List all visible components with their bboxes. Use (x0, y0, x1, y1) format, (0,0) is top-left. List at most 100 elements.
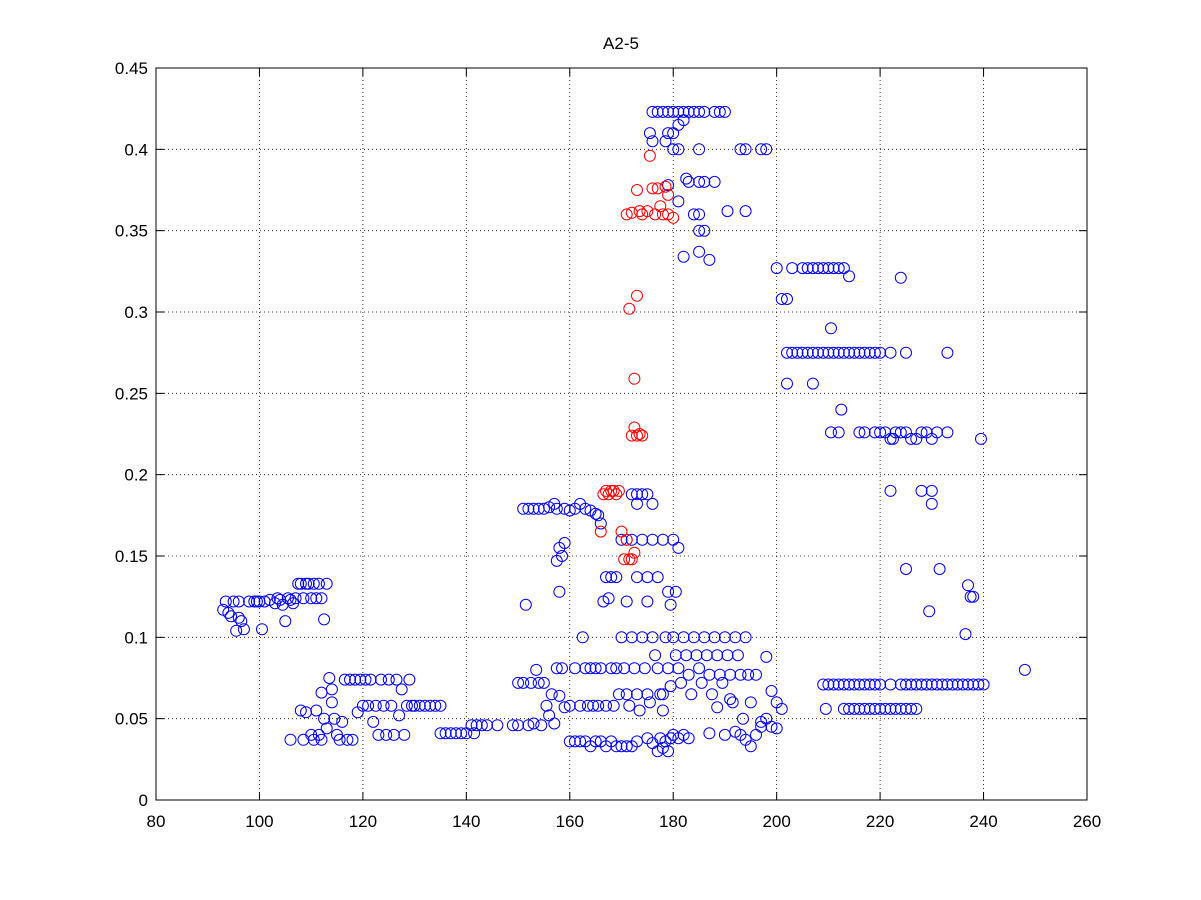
blue-data-point (887, 432, 899, 445)
red-data-point (659, 180, 672, 193)
red-data-point (631, 184, 643, 196)
blue-data-point (662, 105, 675, 118)
x-axis-tick-labels: 80 100 120 140 160 180 200 220 240 260 (147, 812, 1102, 831)
blue-data-point (672, 541, 685, 554)
blue-data-point (300, 577, 312, 590)
blue-data-point (889, 702, 902, 715)
blue-data-point (812, 346, 824, 359)
blue-data-point (884, 678, 897, 691)
blue-data-point (662, 745, 675, 758)
blue-data-point (693, 143, 706, 156)
blue-data-point (698, 631, 711, 644)
blue-data-point (468, 727, 481, 740)
blue-data-point (222, 606, 235, 619)
blue-data-point (612, 688, 625, 701)
blue-data-point (910, 678, 923, 691)
blue-data-point (584, 662, 597, 675)
blue-data-point (858, 678, 871, 691)
blue-data-point (812, 262, 824, 275)
blue-data-point (656, 704, 669, 717)
blue-data-point (522, 719, 535, 732)
blue-data-point (868, 346, 881, 359)
blue-data-point (825, 426, 837, 439)
blue-data-point (925, 484, 938, 497)
blue-data-point (530, 663, 543, 676)
x-tick-label: 80 (147, 812, 166, 831)
blue-data-point (302, 577, 315, 590)
blue-data-point (843, 678, 856, 691)
x-tick-label: 260 (1073, 812, 1101, 831)
blue-data-point (328, 712, 341, 725)
blue-data-point (690, 649, 703, 662)
blue-data-point (791, 346, 804, 359)
blue-data-point (672, 143, 685, 156)
blue-data-point (905, 678, 918, 691)
blue-data-point (760, 712, 773, 725)
blue-data-point (718, 105, 731, 118)
blue-data-point (243, 595, 256, 608)
blue-data-point (615, 533, 628, 546)
blue-data-point (853, 346, 866, 359)
blue-data-point (693, 175, 706, 188)
blue-data-point (708, 105, 721, 118)
blue-data-point (646, 105, 659, 118)
blue-data-point (382, 673, 395, 686)
blue-data-point (843, 702, 856, 715)
blue-data-point (755, 143, 768, 156)
blue-data-point (718, 631, 731, 644)
blue-data-point (843, 346, 856, 359)
blue-data-point (667, 105, 680, 118)
blue-data-point (312, 577, 325, 590)
blue-data-point (662, 585, 675, 598)
blue-data-point (672, 195, 685, 208)
blue-data-point (801, 262, 814, 275)
blue-data-point (318, 613, 331, 626)
blue-data-point (519, 598, 532, 611)
blue-data-point (398, 728, 411, 741)
blue-data-point (294, 577, 307, 590)
y-tick-label: 0.2 (124, 466, 148, 485)
blue-data-point (693, 662, 706, 675)
blue-data-point (230, 624, 243, 637)
blue-data-point (656, 533, 669, 546)
blue-data-point (367, 715, 380, 728)
blue-data-point (369, 699, 382, 712)
blue-data-point (579, 662, 592, 675)
blue-data-point (915, 426, 928, 439)
blue-data-point (687, 631, 700, 644)
blue-data-point (563, 735, 576, 748)
blue-data-point (406, 699, 418, 712)
red-data-point (612, 484, 625, 497)
red-data-point (625, 429, 638, 442)
blue-data-point (750, 728, 762, 741)
blue-data-point (325, 696, 338, 709)
blue-data-point (605, 571, 618, 584)
blue-data-point (806, 346, 819, 359)
blue-data-point (600, 571, 612, 584)
blue-data-point (680, 649, 693, 662)
blue-data-point (310, 592, 323, 605)
blue-data-point (900, 702, 912, 715)
data-points (217, 105, 1031, 758)
blue-data-point (848, 702, 861, 715)
x-tick-label: 220 (866, 812, 894, 831)
red-data-point (633, 428, 646, 440)
blue-data-point (465, 719, 478, 732)
blue-data-point (713, 668, 726, 681)
blue-data-point (734, 143, 747, 156)
y-tick-label: 0.05 (115, 710, 148, 729)
blue-data-point (874, 702, 887, 715)
blue-data-point (633, 704, 646, 717)
x-tick-label: 120 (349, 812, 377, 831)
red-data-point (643, 149, 656, 162)
blue-data-point (349, 673, 362, 686)
blue-data-point (900, 346, 912, 359)
blue-data-point (631, 688, 643, 701)
x-tick-label: 180 (659, 812, 687, 831)
blue-data-point (393, 709, 406, 722)
blue-data-point (649, 649, 662, 662)
blue-data-point (806, 262, 819, 275)
blue-data-point (708, 175, 721, 188)
blue-data-point (434, 727, 447, 740)
blue-data-point (550, 502, 563, 515)
